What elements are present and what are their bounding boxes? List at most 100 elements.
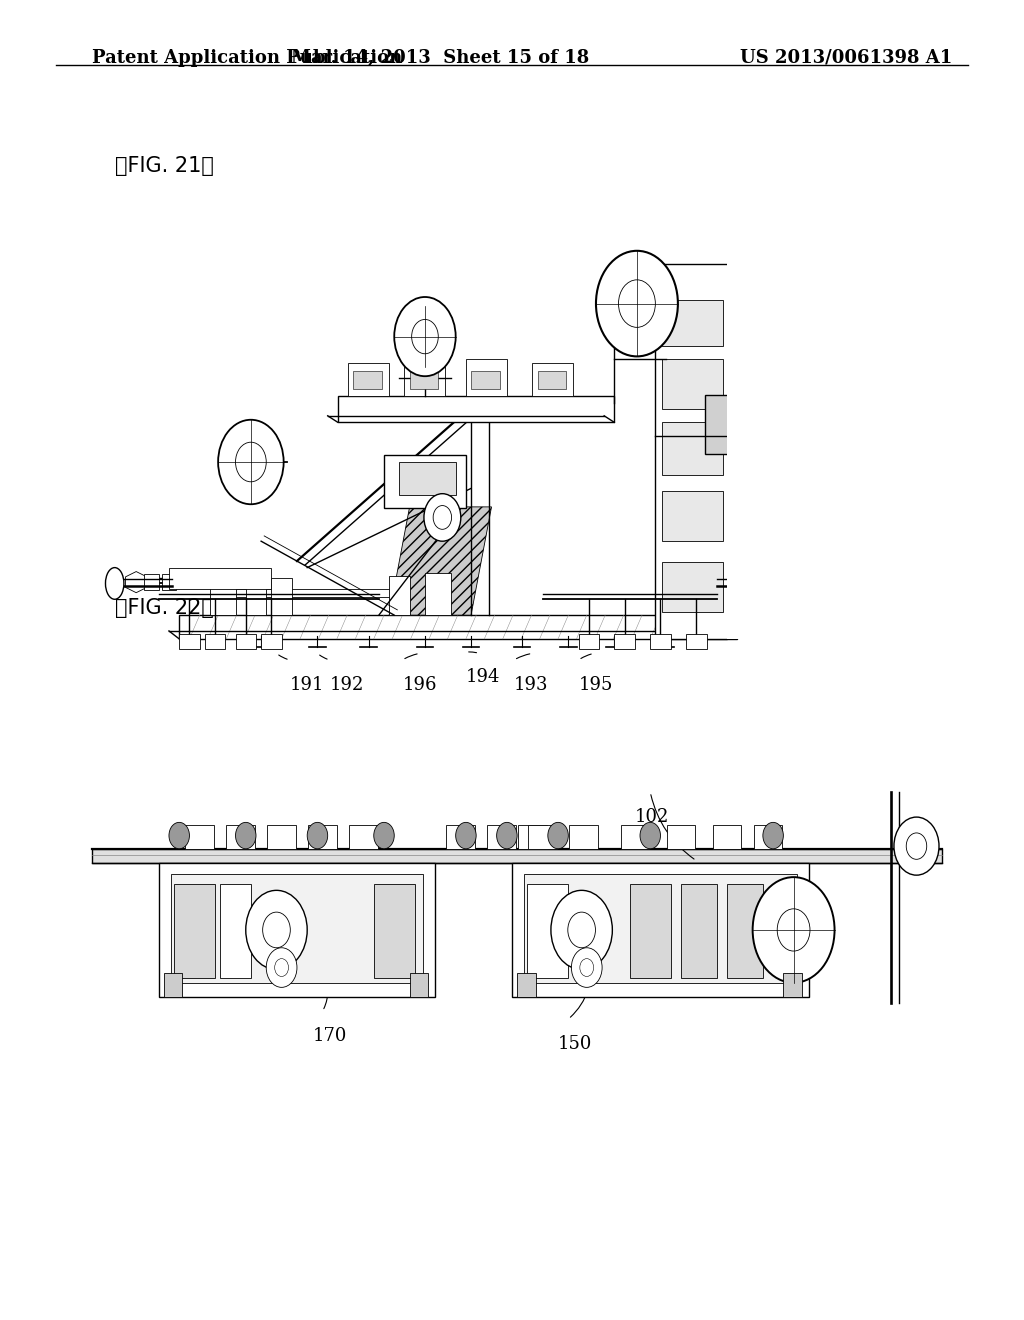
Text: 191: 191 <box>290 676 325 694</box>
Text: US 2013/0061398 A1: US 2013/0061398 A1 <box>740 49 952 67</box>
Bar <box>425 573 451 615</box>
Bar <box>349 825 378 849</box>
Bar <box>686 634 707 649</box>
Circle shape <box>777 908 810 950</box>
Text: 193: 193 <box>514 676 549 694</box>
Text: 194: 194 <box>466 668 501 686</box>
Circle shape <box>433 506 452 529</box>
Circle shape <box>218 420 284 504</box>
Bar <box>731 583 750 610</box>
Bar <box>384 455 466 508</box>
Text: 【FIG. 21】: 【FIG. 21】 <box>115 156 214 176</box>
Bar <box>662 359 723 409</box>
Bar <box>731 383 750 409</box>
Text: Mar. 14, 2013  Sheet 15 of 18: Mar. 14, 2013 Sheet 15 of 18 <box>291 49 590 67</box>
Bar <box>162 574 176 590</box>
Bar <box>662 562 723 612</box>
Polygon shape <box>164 973 182 997</box>
Circle shape <box>274 958 289 977</box>
Circle shape <box>497 822 517 849</box>
Text: 192: 192 <box>330 676 365 694</box>
Bar <box>92 849 942 863</box>
Bar <box>727 243 788 639</box>
Bar <box>662 422 723 475</box>
Circle shape <box>640 822 660 849</box>
Circle shape <box>374 822 394 849</box>
Bar <box>410 371 438 389</box>
Circle shape <box>568 912 596 948</box>
Bar <box>246 576 266 615</box>
Bar <box>727 884 763 978</box>
Bar <box>538 371 566 389</box>
Bar <box>404 356 445 396</box>
Bar <box>528 825 557 849</box>
Circle shape <box>753 876 835 982</box>
Bar <box>236 634 256 649</box>
Circle shape <box>169 822 189 849</box>
Circle shape <box>763 822 783 849</box>
Bar <box>271 578 292 615</box>
Circle shape <box>246 890 307 969</box>
Circle shape <box>266 948 297 987</box>
Circle shape <box>262 912 291 948</box>
Circle shape <box>894 817 939 875</box>
Circle shape <box>618 280 655 327</box>
Bar <box>630 884 671 978</box>
Polygon shape <box>338 396 614 422</box>
Bar <box>261 634 282 649</box>
Circle shape <box>906 833 927 859</box>
Polygon shape <box>389 507 492 615</box>
Bar <box>144 574 159 590</box>
Bar <box>308 825 337 849</box>
Text: 170: 170 <box>312 1027 347 1045</box>
Bar <box>524 874 797 983</box>
Bar <box>220 884 251 978</box>
Circle shape <box>394 297 456 376</box>
Polygon shape <box>655 264 737 639</box>
Bar <box>348 363 389 396</box>
Bar <box>662 491 723 541</box>
Bar <box>532 363 573 396</box>
Bar <box>267 825 296 849</box>
Bar <box>169 568 271 589</box>
Circle shape <box>307 822 328 849</box>
Bar <box>569 825 598 849</box>
Circle shape <box>551 890 612 969</box>
Bar <box>731 510 750 536</box>
Bar <box>471 371 500 389</box>
Circle shape <box>596 251 678 356</box>
Bar <box>446 825 475 849</box>
Bar <box>374 884 415 978</box>
Text: 150: 150 <box>558 1035 593 1053</box>
Bar <box>667 825 695 849</box>
Polygon shape <box>179 615 727 639</box>
Bar <box>705 395 733 454</box>
Bar <box>185 825 214 849</box>
Bar <box>512 863 809 997</box>
Circle shape <box>456 822 476 849</box>
Ellipse shape <box>105 568 124 599</box>
Bar <box>399 462 456 495</box>
Bar <box>353 371 382 389</box>
Bar <box>466 359 507 396</box>
Bar <box>389 576 410 615</box>
Bar <box>210 576 236 615</box>
Bar <box>226 825 255 849</box>
Bar <box>179 634 200 649</box>
Circle shape <box>548 822 568 849</box>
Bar <box>579 634 599 649</box>
Bar <box>662 300 723 346</box>
Bar <box>713 825 741 849</box>
Bar <box>159 863 435 997</box>
Circle shape <box>236 442 266 482</box>
Bar <box>650 634 671 649</box>
Text: Patent Application Publication: Patent Application Publication <box>92 49 402 67</box>
Polygon shape <box>126 572 146 593</box>
Circle shape <box>424 494 461 541</box>
Circle shape <box>412 319 438 354</box>
Bar <box>527 884 568 978</box>
Circle shape <box>580 958 594 977</box>
Text: 196: 196 <box>402 676 437 694</box>
Ellipse shape <box>754 568 772 599</box>
Bar <box>754 825 782 849</box>
